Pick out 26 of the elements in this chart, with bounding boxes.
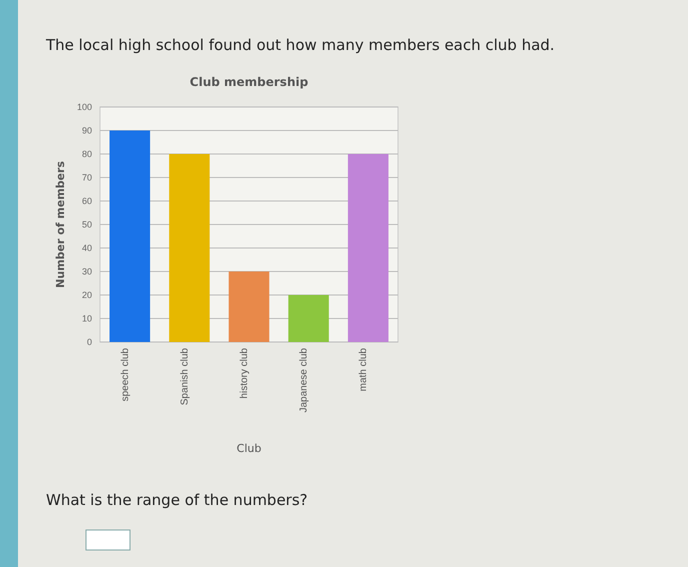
x-tick-label: math club (358, 348, 370, 392)
bar (228, 272, 270, 342)
x-tick-label: Japanese club (298, 348, 310, 412)
y-tick-label: 80 (82, 148, 92, 159)
y-axis-title: Number of members (54, 160, 67, 288)
y-tick-label: 40 (82, 242, 92, 253)
y-tick-label: 60 (82, 196, 92, 206)
x-tick-label: history club (239, 348, 250, 399)
text: What is the range of the numbers? (46, 491, 308, 509)
x-tick-label: speech club (120, 348, 131, 402)
bar (288, 295, 329, 342)
y-tick-label: 0 (86, 336, 92, 347)
bar (110, 130, 150, 342)
bar (348, 154, 388, 342)
y-tick-label: 100 (76, 102, 92, 112)
y-tick-label: 70 (82, 172, 92, 182)
bar (169, 154, 210, 342)
text: The local high school found out how many members each club had. (45, 36, 555, 54)
y-tick-label: 20 (82, 290, 92, 300)
y-tick-label: 50 (82, 219, 92, 230)
y-tick-label: 30 (82, 266, 92, 276)
chart-title: Club membership (190, 75, 309, 89)
x-tick-label: Spanish club (179, 348, 190, 406)
x-axis-title: Club (236, 442, 262, 455)
y-tick-label: 90 (82, 125, 92, 136)
y-tick-label: 10 (82, 313, 92, 324)
